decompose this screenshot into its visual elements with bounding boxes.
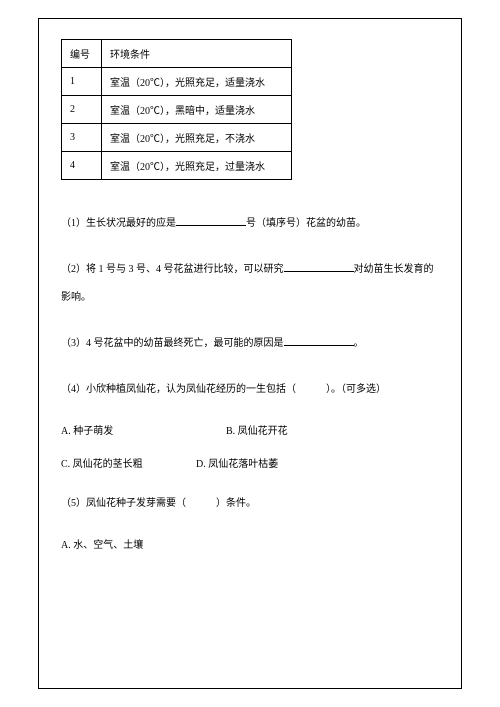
cell-condition: 室温（20℃），光照充足，适量浇水 (102, 68, 292, 96)
cell-condition: 室温（20℃），光照充足，过量浇水 (102, 152, 292, 180)
option-a: A. 种子萌发 (61, 422, 226, 437)
table-row: 4 室温（20℃），光照充足，过量浇水 (62, 152, 292, 180)
question-4: （4）小欣种植凤仙花，认为凤仙花经历的一生包括（ ）。（可多选） (61, 376, 439, 404)
question-3: （3）4 号花盆中的幼苗最终死亡，最可能的原因是 。 (61, 330, 439, 358)
table-header-row: 编号 环境条件 (62, 40, 292, 68)
header-condition: 环境条件 (102, 40, 292, 68)
option-d: D. 凤仙花落叶枯萎 (196, 455, 278, 470)
conditions-table: 编号 环境条件 1 室温（20℃），光照充足，适量浇水 2 室温（20℃），黑暗… (61, 39, 292, 180)
question-5: （5）凤仙花种子发芽需要（ ）条件。 (61, 490, 439, 518)
q2-pre: （2）将 1 号与 3 号、4 号花盆进行比较，可以研究 (61, 264, 284, 275)
q1-post: 号（填序号）花盆的幼苗。 (246, 218, 366, 229)
table-row: 2 室温（20℃），黑暗中，适量浇水 (62, 96, 292, 124)
table-row: 1 室温（20℃），光照充足，适量浇水 (62, 68, 292, 96)
cell-condition: 室温（20℃），光照充足，不浇水 (102, 124, 292, 152)
header-number: 编号 (62, 40, 102, 68)
option-row: A. 种子萌发 B. 凤仙花开花 (61, 422, 439, 437)
fill-blank[interactable] (176, 216, 246, 226)
option-c: C. 凤仙花的茎长粗 (61, 455, 196, 470)
q5-options: A. 水、空气、土壤 (61, 536, 439, 551)
option-row: A. 水、空气、土壤 (61, 536, 439, 551)
fill-blank[interactable] (284, 336, 354, 346)
q4-text: （4）小欣种植凤仙花，认为凤仙花经历的一生包括（ ）。（可多选） (61, 384, 386, 395)
q1-pre: （1）生长状况最好的应是 (61, 218, 176, 229)
table-row: 3 室温（20℃），光照充足，不浇水 (62, 124, 292, 152)
option-b: B. 凤仙花开花 (226, 422, 288, 437)
option-row: C. 凤仙花的茎长粗 D. 凤仙花落叶枯萎 (61, 455, 439, 470)
page-frame: 编号 环境条件 1 室温（20℃），光照充足，适量浇水 2 室温（20℃），黑暗… (38, 18, 462, 689)
question-1: （1）生长状况最好的应是 号（填序号）花盆的幼苗。 (61, 210, 439, 238)
question-2: （2）将 1 号与 3 号、4 号花盆进行比较，可以研究对幼苗生长发育的影响。 (61, 256, 439, 312)
cell-number: 3 (62, 124, 102, 152)
q5-text: （5）凤仙花种子发芽需要（ ）条件。 (61, 498, 256, 509)
cell-number: 1 (62, 68, 102, 96)
cell-number: 4 (62, 152, 102, 180)
q4-options: A. 种子萌发 B. 凤仙花开花 C. 凤仙花的茎长粗 D. 凤仙花落叶枯萎 (61, 422, 439, 470)
option-a: A. 水、空气、土壤 (61, 536, 143, 551)
cell-condition: 室温（20℃），黑暗中，适量浇水 (102, 96, 292, 124)
cell-number: 2 (62, 96, 102, 124)
q3-pre: （3）4 号花盆中的幼苗最终死亡，最可能的原因是 (61, 338, 284, 349)
fill-blank[interactable] (284, 262, 354, 272)
q3-post: 。 (354, 338, 364, 349)
